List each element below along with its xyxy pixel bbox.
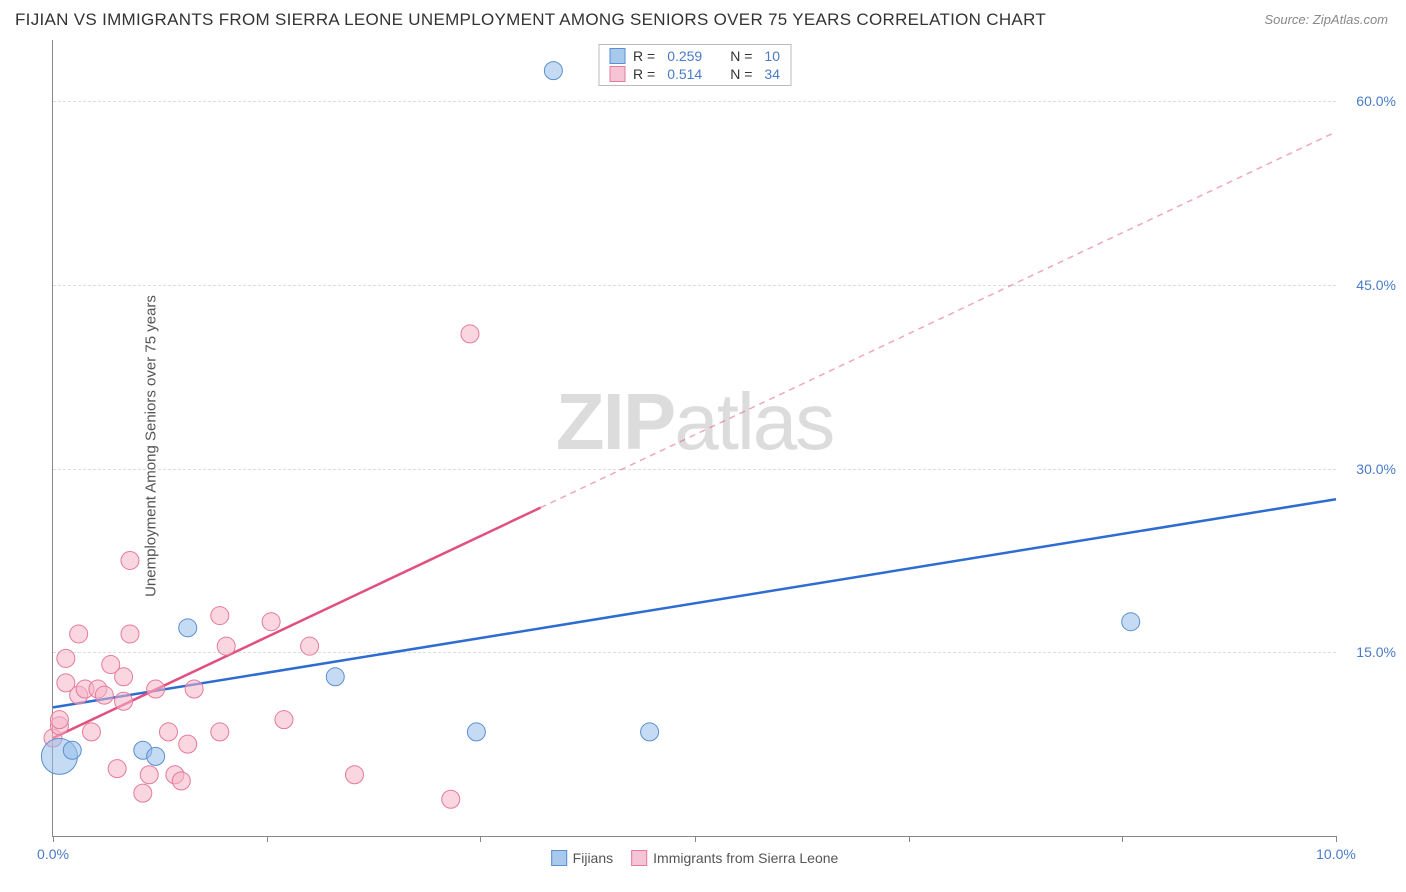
x-tick-label: 10.0% bbox=[1316, 846, 1356, 862]
trend-line-solid bbox=[53, 499, 1336, 707]
data-point bbox=[134, 784, 152, 802]
plot-area: ZIPatlas R = 0.259 N = 10 R = 0.514 N = … bbox=[52, 40, 1336, 837]
correlation-legend: R = 0.259 N = 10 R = 0.514 N = 34 bbox=[598, 44, 791, 86]
x-tick bbox=[1122, 836, 1123, 842]
legend-item-fijians: Fijians bbox=[551, 850, 613, 866]
x-tick bbox=[480, 836, 481, 842]
data-point bbox=[262, 613, 280, 631]
swatch-sierra-leone bbox=[609, 66, 625, 82]
data-point bbox=[301, 637, 319, 655]
data-point bbox=[50, 711, 68, 729]
y-tick-label: 30.0% bbox=[1356, 461, 1396, 477]
swatch-icon bbox=[551, 850, 567, 866]
legend-item-sierra-leone: Immigrants from Sierra Leone bbox=[631, 850, 838, 866]
data-point bbox=[172, 772, 190, 790]
data-point bbox=[70, 625, 88, 643]
data-point bbox=[115, 668, 133, 686]
data-point bbox=[179, 619, 197, 637]
data-point bbox=[140, 766, 158, 784]
data-point bbox=[346, 766, 364, 784]
data-point bbox=[121, 551, 139, 569]
data-point bbox=[467, 723, 485, 741]
x-tick bbox=[53, 836, 54, 842]
y-tick-label: 45.0% bbox=[1356, 277, 1396, 293]
data-point bbox=[326, 668, 344, 686]
source-attribution: Source: ZipAtlas.com bbox=[1264, 12, 1388, 27]
data-point bbox=[1122, 613, 1140, 631]
data-point bbox=[442, 790, 460, 808]
data-point bbox=[147, 747, 165, 765]
chart-svg bbox=[53, 40, 1336, 836]
data-point bbox=[185, 680, 203, 698]
x-tick bbox=[267, 836, 268, 842]
data-point bbox=[115, 692, 133, 710]
data-point bbox=[147, 680, 165, 698]
y-tick-label: 60.0% bbox=[1356, 93, 1396, 109]
legend-row-fijians: R = 0.259 N = 10 bbox=[599, 47, 790, 65]
data-point bbox=[95, 686, 113, 704]
y-tick-label: 15.0% bbox=[1356, 644, 1396, 660]
data-point bbox=[461, 325, 479, 343]
chart-title: FIJIAN VS IMMIGRANTS FROM SIERRA LEONE U… bbox=[15, 10, 1046, 30]
data-point bbox=[179, 735, 197, 753]
x-tick-label: 0.0% bbox=[37, 846, 69, 862]
swatch-icon bbox=[631, 850, 647, 866]
x-tick bbox=[909, 836, 910, 842]
data-point bbox=[159, 723, 177, 741]
x-tick bbox=[1336, 836, 1337, 842]
swatch-fijians bbox=[609, 48, 625, 64]
data-point bbox=[57, 649, 75, 667]
x-tick bbox=[695, 836, 696, 842]
data-point bbox=[217, 637, 235, 655]
data-point bbox=[82, 723, 100, 741]
data-point bbox=[275, 711, 293, 729]
data-point bbox=[641, 723, 659, 741]
data-point bbox=[108, 760, 126, 778]
data-point bbox=[121, 625, 139, 643]
data-point bbox=[211, 723, 229, 741]
trend-line-dashed bbox=[541, 132, 1336, 508]
legend-row-sierra-leone: R = 0.514 N = 34 bbox=[599, 65, 790, 83]
data-point bbox=[211, 607, 229, 625]
data-point bbox=[63, 741, 81, 759]
data-point bbox=[544, 62, 562, 80]
series-legend: Fijians Immigrants from Sierra Leone bbox=[551, 850, 839, 866]
